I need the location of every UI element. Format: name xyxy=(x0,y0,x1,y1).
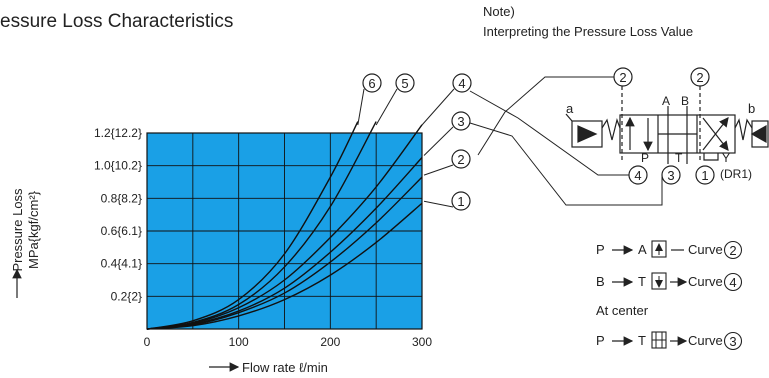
series-lines xyxy=(146,121,423,330)
port-A-label: A xyxy=(662,94,670,108)
valve-symbol xyxy=(565,86,769,164)
legend-row2-from: B xyxy=(596,274,605,289)
port-a-label: a xyxy=(566,101,574,116)
port-b-label: b xyxy=(748,101,755,116)
note-heading: Note) xyxy=(483,4,515,19)
flow-legend: P A Curve 2 B T Curve 4 At center P T Cu… xyxy=(596,240,743,351)
symbol-callout-3: 3 xyxy=(667,168,674,183)
curve-callout-label-4: 4 xyxy=(458,76,465,91)
legend-row1-envelope xyxy=(651,240,667,258)
series-line-4 xyxy=(146,124,423,330)
gridlines xyxy=(147,133,422,329)
port-Y-label: Y xyxy=(722,151,730,165)
legend-center-label: At center xyxy=(596,303,649,318)
symbol-callout-1: 1 xyxy=(701,168,708,183)
x-tick-label: 200 xyxy=(320,335,340,349)
curve-callout-label-1: 1 xyxy=(457,194,464,209)
solenoid-left xyxy=(571,120,603,148)
curve-callout-label-2: 2 xyxy=(457,152,464,167)
symbol-callouts: 2 2 4 3 1 xyxy=(613,67,715,185)
y-tick-label: 0.8{8.2} xyxy=(101,191,142,205)
series-line-3 xyxy=(146,157,423,330)
x-tick-label: 0 xyxy=(144,335,151,349)
y-tick-label: 0.4{4.1} xyxy=(101,257,142,271)
y-axis-label: Pressure Loss MPa{kgf/cm²} xyxy=(10,188,41,272)
right-envelope-arrow-2 xyxy=(702,117,729,151)
curve-callout-circle-4 xyxy=(452,73,472,93)
symbol-callout-2b: 2 xyxy=(696,70,703,85)
callout-leader-6 xyxy=(357,88,365,126)
curve-callouts: 6 5 4 3 2 1 xyxy=(357,73,472,211)
callout-leader-1 xyxy=(423,200,454,208)
y-tick-label: 0.2{2} xyxy=(111,289,142,303)
legend-row3-curve-label: Curve xyxy=(688,333,723,348)
solenoid-left-lead xyxy=(565,113,573,122)
spring-right xyxy=(734,118,753,141)
x-axis-label: Flow rate ℓ/min xyxy=(242,360,328,375)
y-tick-label: 1.0{10.2} xyxy=(94,159,142,173)
curve-callout-circle-5 xyxy=(395,73,415,93)
symbol-callout-2a: 2 xyxy=(619,70,626,85)
x-tick-labels: 0 100 200 300 xyxy=(144,335,433,349)
spring-left xyxy=(601,117,621,141)
legend-row2-envelope xyxy=(651,272,667,290)
chart: 0.2{2} 0.4{4.1} 0.6{6.1} 0.8{8.2} 1.0{10.2} 1… xyxy=(10,73,472,375)
legend-row1-to: A xyxy=(638,242,647,257)
curve-callout-circle-6 xyxy=(362,73,382,93)
y-tick-label: 1.2{12.2} xyxy=(94,126,142,140)
x-tick-label: 100 xyxy=(229,335,249,349)
legend-row2-curve-label: Curve xyxy=(688,274,723,289)
y-tick-labels: 0.2{2} 0.4{4.1} 0.6{6.1} 0.8{8.2} 1.0{10.2} 1… xyxy=(94,126,142,303)
series-line-1 xyxy=(146,202,423,330)
series-line-2 xyxy=(146,176,423,330)
port-B-label: B xyxy=(681,94,689,108)
valve-body xyxy=(619,114,736,154)
legend-row3-from: P xyxy=(596,333,605,348)
legend-row2-curve-number: 4 xyxy=(729,275,736,290)
legend-row1-curve-label: Curve xyxy=(688,242,723,257)
series-line-6 xyxy=(146,121,359,330)
symbol-callout-4: 4 xyxy=(634,168,641,183)
curve-callout-circle-3 xyxy=(451,111,471,131)
legend-row3-curve-number: 3 xyxy=(729,334,736,349)
legend-row2-to: T xyxy=(638,274,646,289)
series-line-5 xyxy=(146,121,377,330)
y-axis-label-line2: MPa{kgf/cm²} xyxy=(26,190,41,269)
y-axis-label-line1: Pressure Loss xyxy=(10,188,25,272)
legend-row1-from: P xyxy=(596,242,605,257)
x-tick-label: 300 xyxy=(412,335,432,349)
callout-leader-4 xyxy=(421,88,455,126)
curve-callout-circle-1 xyxy=(451,191,471,211)
curve-callout-label-5: 5 xyxy=(401,76,408,91)
y-tick-label: 0.6{6.1} xyxy=(101,224,142,238)
legend-row1-curve-number: 2 xyxy=(729,243,736,258)
legend-row3-to: T xyxy=(638,333,646,348)
callout-leader-3 xyxy=(423,126,454,156)
leader-curve-4 xyxy=(469,90,629,176)
leader-curve-2 xyxy=(477,76,614,156)
note-subheading: Interpreting the Pressure Loss Value xyxy=(483,24,693,39)
curve-callout-label-6: 6 xyxy=(368,76,375,91)
chart-title: essure Loss Characteristics xyxy=(0,11,233,32)
leader-lines xyxy=(469,76,663,206)
curve-callout-circle-2 xyxy=(451,149,471,169)
port-Y-drain xyxy=(703,153,719,161)
port-dr1-label: (DR1) xyxy=(720,167,752,181)
solenoid-left-arrow-icon xyxy=(577,125,598,143)
leader-curve-3 xyxy=(469,122,663,206)
solenoid-right-arrow-icon xyxy=(750,124,767,144)
port-T-label: T xyxy=(675,151,683,165)
port-P-label: P xyxy=(641,151,649,165)
curve-callout-label-3: 3 xyxy=(457,114,464,129)
callout-leader-2 xyxy=(423,164,454,176)
callout-leader-5 xyxy=(375,88,398,126)
